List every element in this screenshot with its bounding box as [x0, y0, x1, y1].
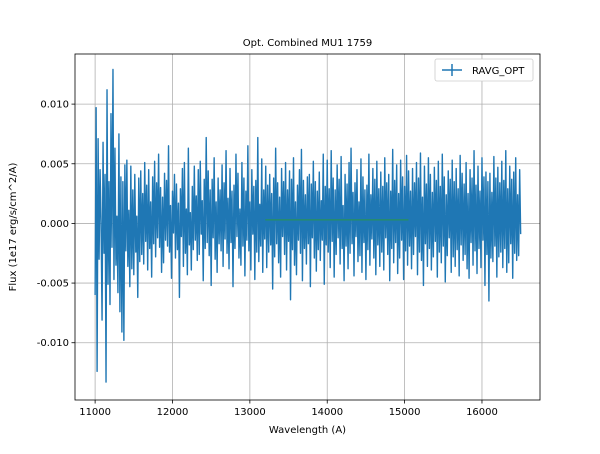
x-tick-label: 11000: [79, 407, 111, 418]
y-tick-label: -0.010: [37, 338, 69, 349]
chart-title: Opt. Combined MU1 1759: [243, 38, 372, 49]
y-tick-label: 0.010: [40, 100, 69, 111]
series-layer: [94, 68, 522, 383]
x-tick-label: 12000: [157, 407, 189, 418]
y-tick-label: 0.005: [40, 159, 69, 170]
x-axis-label: Wavelength (A): [269, 425, 346, 436]
legend-label: RAVG_OPT: [472, 66, 525, 77]
series-ravg-opt-line: [94, 68, 522, 383]
y-axis: -0.010 -0.005 0.000 0.005 0.010: [37, 100, 75, 349]
legend-box: [434, 58, 534, 82]
axes-frame: [74, 53, 541, 401]
x-tick-label: 14000: [311, 407, 343, 418]
x-tick-label: 15000: [389, 407, 421, 418]
y-axis-label: Flux (1e17 erg/s/cm^2/A): [8, 163, 19, 292]
x-tick-label: 13000: [234, 407, 266, 418]
y-tick-label: -0.005: [37, 279, 69, 290]
y-tick-label: 0.000: [40, 219, 69, 230]
legend: RAVG_OPT: [434, 58, 534, 82]
x-axis: 11000 12000 13000 14000 15000 16000: [79, 400, 498, 418]
x-tick-label: 16000: [466, 407, 498, 418]
